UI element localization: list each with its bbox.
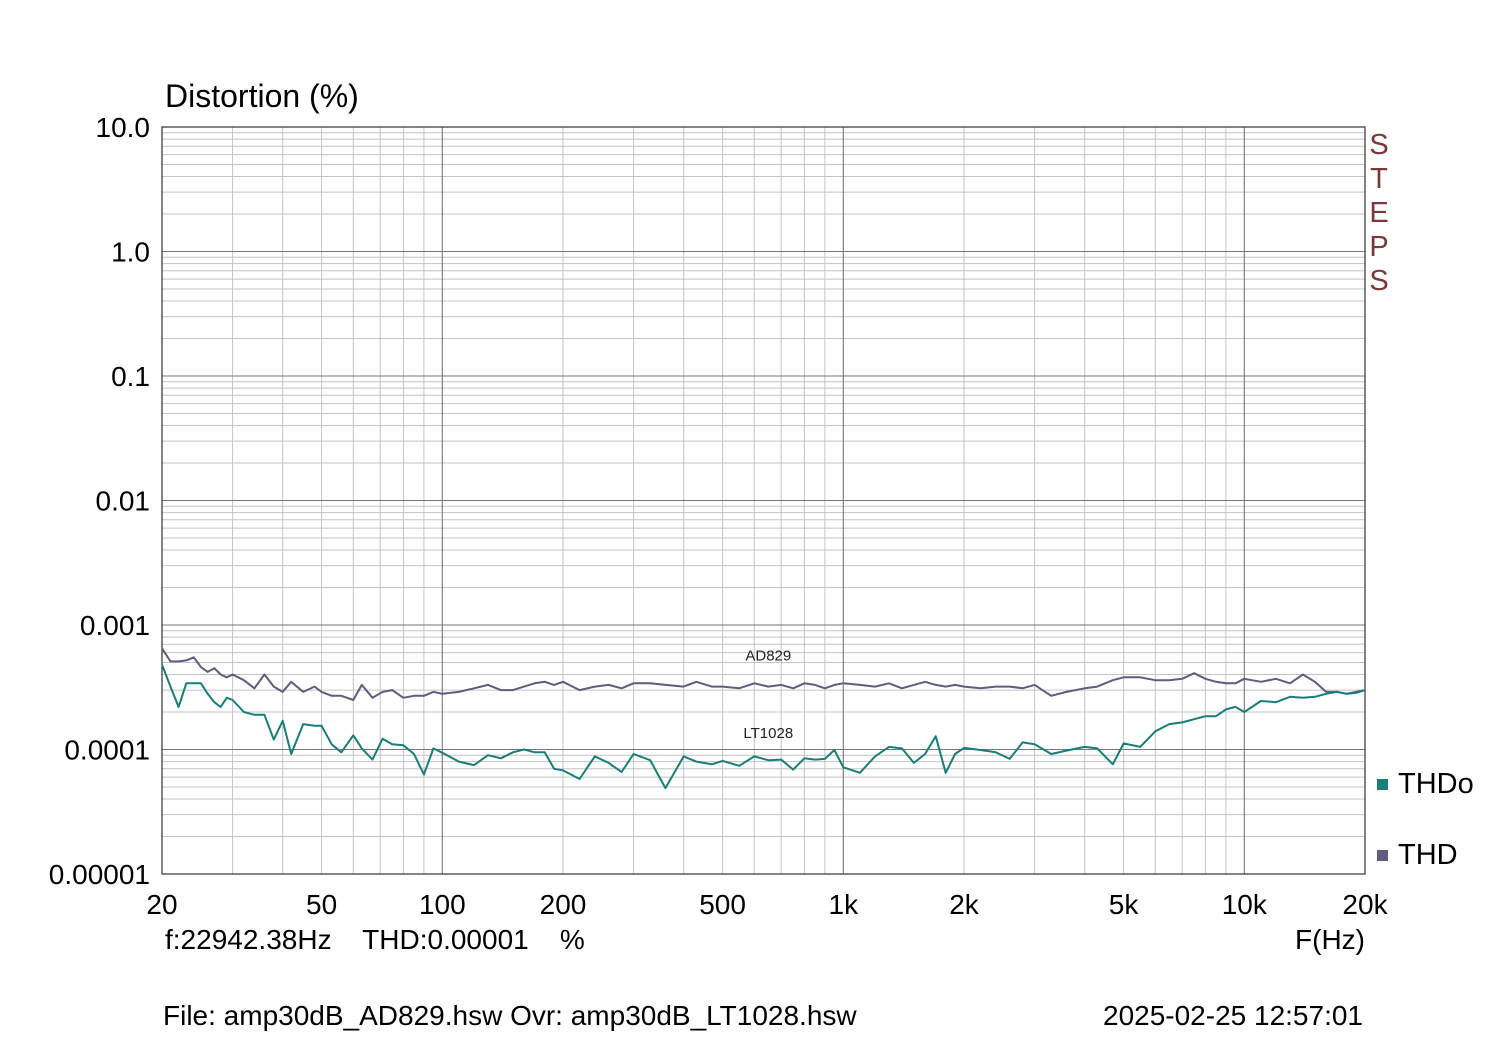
y-tick-label: 0.0001 <box>64 735 150 766</box>
y-tick-label: 0.00001 <box>49 859 150 890</box>
plot-frame <box>161 126 1366 875</box>
x-tick-label: 100 <box>419 889 466 920</box>
series-line-thd <box>161 647 1366 701</box>
y-tick-label: 0.01 <box>96 486 151 517</box>
x-tick-label: 2k <box>949 889 980 920</box>
legend-label-thdo: THDo <box>1398 768 1474 800</box>
x-tick-label: 500 <box>699 889 746 920</box>
legend-item-thdo: THDo <box>1377 768 1474 801</box>
y-tick-label: 0.001 <box>80 610 150 641</box>
x-tick-labels: 20 50 100 200 500 1k 2k 5k 10k 20k <box>146 889 1388 920</box>
x-tick-label: 200 <box>540 889 587 920</box>
series-layer <box>161 647 1366 790</box>
annotation-layer: AD829 LT1028 <box>743 647 793 742</box>
x-tick-label: 20k <box>1342 889 1388 920</box>
annotation-label: LT1028 <box>743 725 793 742</box>
x-tick-label: 20 <box>146 889 177 920</box>
x-tick-label: 50 <box>306 889 337 920</box>
legend-item-thd: THD <box>1377 839 1458 872</box>
file-info: File: amp30dB_AD829.hsw Ovr: amp30dB_LT1… <box>163 1000 857 1031</box>
y-axis-title: Distortion (%) <box>165 78 359 114</box>
legend-swatch-thd <box>1377 850 1388 861</box>
series-line-thdo <box>161 664 1366 790</box>
timestamp: 2025-02-25 12:57:01 <box>1103 1000 1363 1031</box>
cursor-readout: f:22942.38Hz THD:0.00001 % <box>165 924 585 955</box>
steps-logo: STEPS <box>1369 129 1389 297</box>
x-tick-label: 1k <box>829 889 860 920</box>
x-axis-unit: F(Hz) <box>1295 924 1365 955</box>
y-tick-label: 0.1 <box>111 361 150 392</box>
y-tick-labels: 10.0 1.0 0.1 0.01 0.001 0.0001 0.00001 <box>49 112 150 890</box>
x-tick-label: 10k <box>1222 889 1268 920</box>
y-tick-label: 10.0 <box>96 112 151 143</box>
annotation-label: AD829 <box>745 647 791 664</box>
legend-swatch-thdo <box>1377 779 1388 790</box>
y-tick-label: 1.0 <box>111 237 150 268</box>
legend-label-thd: THD <box>1398 839 1458 871</box>
x-tick-label: 5k <box>1109 889 1140 920</box>
